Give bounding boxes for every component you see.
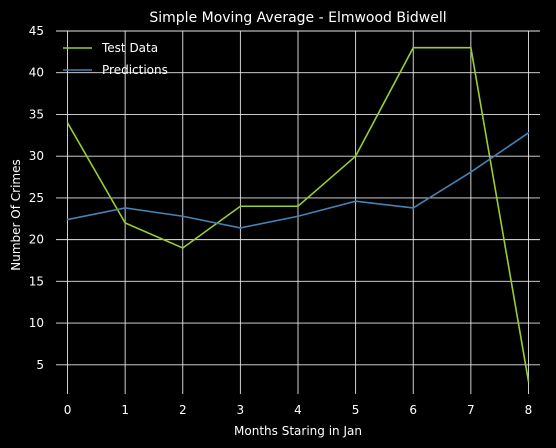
y-tick-label: 5: [36, 358, 44, 372]
y-tick-label: 15: [29, 274, 44, 288]
x-axis-label: Months Staring in Jan: [234, 424, 362, 438]
x-tick-label: 0: [64, 403, 72, 417]
data-point: [182, 215, 184, 217]
data-point: [67, 219, 69, 221]
data-point: [124, 207, 126, 209]
grid: [56, 31, 540, 394]
x-tick-label: 7: [467, 403, 475, 417]
legend-label: Predictions: [102, 63, 168, 77]
y-tick-label: 10: [29, 316, 44, 330]
y-tick-label: 45: [29, 24, 44, 38]
x-tick-label: 2: [179, 403, 187, 417]
y-tick-label: 20: [29, 233, 44, 247]
data-point: [297, 215, 299, 217]
x-tick-label: 4: [294, 403, 302, 417]
x-tick-label: 5: [352, 403, 360, 417]
y-axis-label: Number Of Crimes: [9, 159, 23, 270]
y-tick-label: 25: [29, 191, 44, 205]
data-point: [528, 132, 530, 134]
y-tick-label: 35: [29, 107, 44, 121]
data-point: [470, 47, 472, 49]
data-point: [412, 47, 414, 49]
x-tick-label: 1: [121, 403, 129, 417]
chart-title: Simple Moving Average - Elmwood Bidwell: [149, 10, 446, 26]
x-tick-labels: 0 1 2 3 4 5 6 7 8: [64, 403, 533, 417]
legend-label: Test Data: [101, 41, 158, 55]
data-point: [240, 227, 242, 229]
data-point: [528, 381, 530, 383]
data-point: [240, 205, 242, 207]
data-point: [67, 122, 69, 124]
y-tick-labels: 5 10 15 20 25 30 35 40 45: [29, 24, 44, 372]
data-point: [470, 171, 472, 173]
data-point: [412, 207, 414, 209]
data-point: [297, 205, 299, 207]
data-point: [355, 155, 357, 157]
x-tick-label: 6: [409, 403, 417, 417]
y-tick-label: 30: [29, 149, 44, 163]
data-point: [182, 247, 184, 249]
y-tick-label: 40: [29, 66, 44, 80]
x-tick-label: 3: [237, 403, 245, 417]
data-point: [355, 200, 357, 202]
data-point: [124, 222, 126, 224]
x-tick-label: 8: [525, 403, 533, 417]
legend: Test Data Predictions: [63, 41, 168, 77]
